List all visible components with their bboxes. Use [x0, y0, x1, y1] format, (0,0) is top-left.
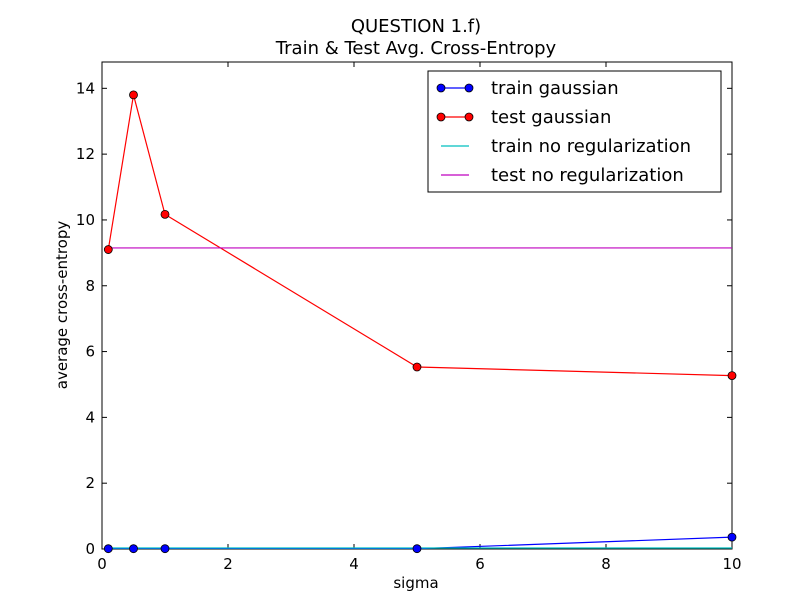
x-tick-label: 4: [349, 555, 359, 573]
legend-label-train-no-regularization: train no regularization: [491, 136, 691, 157]
x-tick-label: 2: [223, 555, 233, 573]
data-point-train-gaussian: [103, 544, 113, 554]
data-point-train-gaussian: [727, 532, 737, 542]
y-tick-label: 4: [85, 408, 95, 426]
data-point-test-gaussian: [412, 362, 422, 372]
legend-marker-train-gaussian: [436, 83, 446, 93]
data-point-train-gaussian: [129, 544, 138, 554]
x-tick-label: 10: [722, 555, 741, 573]
y-tick-label: 2: [85, 474, 95, 492]
data-point-test-gaussian: [160, 209, 170, 219]
legend-marker-test-gaussian: [436, 112, 446, 122]
marker-group: [103, 90, 737, 554]
chart-subtitle: Train & Test Avg. Cross-Entropy: [275, 38, 557, 59]
data-point-train-gaussian: [160, 544, 170, 554]
legend-marker-test-gaussian: [464, 112, 474, 122]
legend-label-test-no-regularization: test no regularization: [491, 165, 684, 186]
y-axis-label: average cross-entropy: [53, 221, 71, 390]
legend-marker-train-gaussian: [464, 83, 474, 93]
data-point-test-gaussian: [727, 371, 737, 380]
data-point-train-gaussian: [412, 544, 422, 554]
legend-label-test-gaussian: test gaussian: [491, 107, 611, 128]
y-tick-label: 8: [85, 277, 95, 295]
x-axis-label: sigma: [393, 574, 438, 592]
chart-title: QUESTION 1.f): [351, 16, 481, 37]
y-tick-label: 6: [85, 343, 95, 361]
x-tick-label: 6: [475, 555, 485, 573]
x-tick-label: 0: [97, 555, 107, 573]
y-tick-label: 12: [76, 145, 95, 163]
y-tick-label: 14: [76, 79, 95, 97]
y-tick-label: 10: [76, 211, 95, 229]
legend-box: [427, 70, 722, 193]
x-tick-label: 8: [601, 555, 611, 573]
data-point-test-gaussian: [129, 90, 138, 100]
legend-label-train-gaussian: train gaussian: [491, 78, 619, 99]
y-tick-label: 0: [85, 540, 95, 558]
legend: train gaussian test gaussian train no regu…: [427, 70, 722, 193]
plot-area: 0 2 4 6 8 10 0 2 4 6 8 10 12 14: [76, 61, 742, 573]
data-point-test-gaussian: [103, 245, 113, 254]
